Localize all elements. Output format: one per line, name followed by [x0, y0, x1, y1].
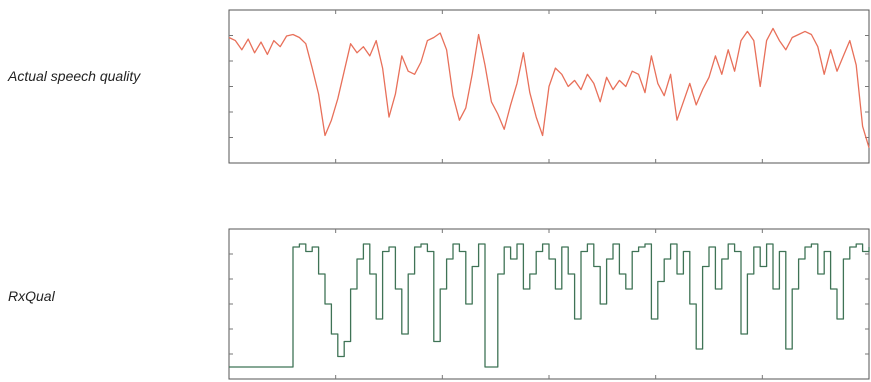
speech-quality-series-line — [228, 27, 870, 148]
rxqual-series-line — [229, 243, 870, 368]
speech-quality-label: Actual speech quality — [8, 68, 141, 84]
speech-quality-plot — [228, 9, 870, 164]
rxqual-label: RxQual — [8, 288, 55, 304]
rxqual-plot — [228, 228, 870, 380]
